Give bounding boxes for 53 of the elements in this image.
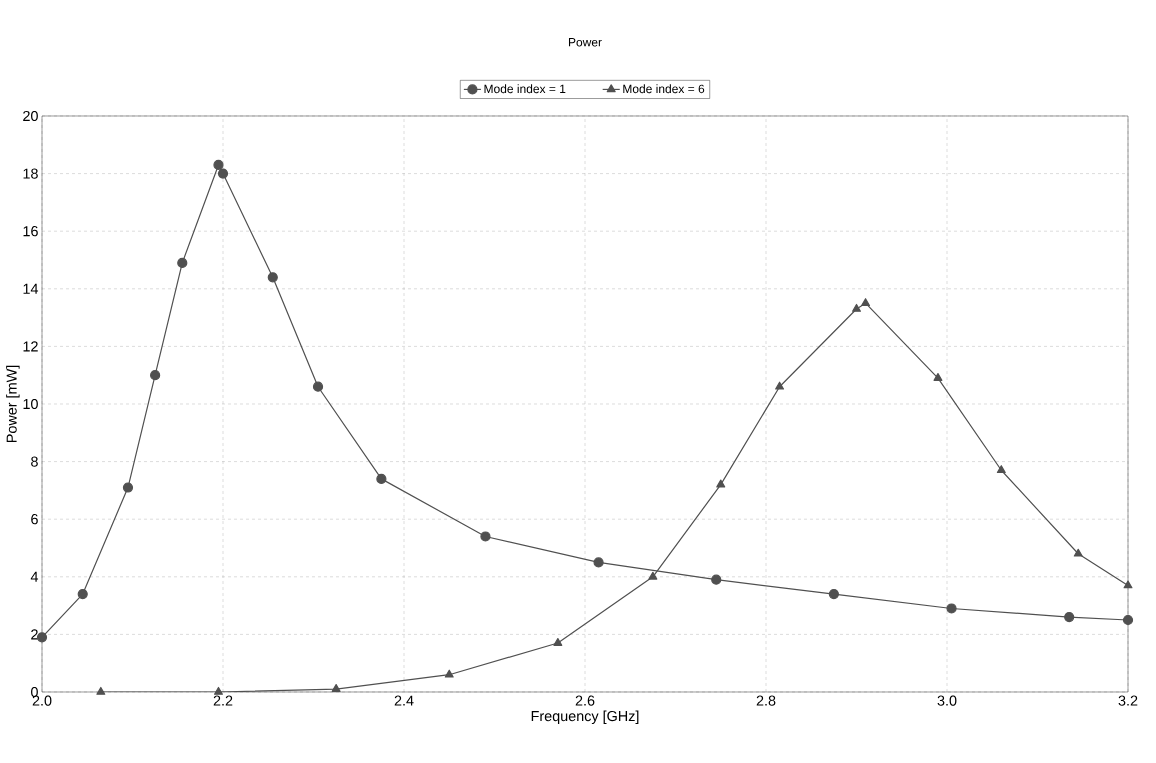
point: [150, 370, 161, 381]
point: [1064, 612, 1075, 623]
point: [852, 303, 862, 312]
point: [648, 571, 658, 580]
x-axis-title: Frequency [GHz]: [531, 710, 639, 725]
point: [480, 531, 491, 542]
x-tick-label: 2.8: [756, 695, 776, 706]
chart-title: Power: [568, 38, 602, 47]
y-tick-label: 6: [31, 514, 38, 525]
x-tick-label: 3.2: [1118, 695, 1138, 706]
y-tick-label: 12: [23, 341, 38, 352]
point: [828, 588, 839, 600]
y-tick-label: 0: [31, 686, 38, 698]
point: [331, 684, 341, 692]
y-axis-title: Power [mW]: [6, 365, 20, 443]
point: [444, 669, 454, 678]
point: [1122, 614, 1134, 626]
point: [933, 372, 943, 381]
point: [593, 557, 604, 568]
point: [77, 588, 88, 600]
point: [217, 168, 229, 179]
point: [177, 257, 188, 268]
x-tick-label: 2.4: [394, 695, 414, 706]
y-tick-label: 4: [30, 571, 39, 582]
y-tick-label: 14: [23, 283, 39, 294]
y-tick-label: 16: [23, 226, 38, 237]
point: [312, 381, 324, 392]
point: [1073, 548, 1083, 557]
point: [775, 381, 785, 390]
x-tick-label: 2.2: [213, 695, 233, 706]
point: [711, 574, 722, 585]
legend-label: Mode index = 6: [623, 84, 705, 94]
point: [1123, 580, 1133, 589]
x-tick-label: 3.0: [937, 695, 957, 706]
y-tick-label: 20: [23, 110, 38, 122]
point: [716, 479, 726, 488]
y-tick-label: 2: [31, 629, 38, 640]
y-tick-label: 8: [31, 456, 38, 467]
point: [553, 637, 563, 646]
point: [996, 465, 1006, 474]
y-tick-label: 18: [23, 168, 38, 179]
point: [96, 686, 106, 695]
point: [213, 159, 224, 171]
point: [861, 298, 871, 307]
point: [946, 603, 957, 614]
point: [267, 272, 278, 283]
legend-label: Mode index = 1: [484, 84, 566, 94]
x-tick-label: 2.6: [575, 695, 595, 706]
point: [122, 482, 134, 493]
y-tick-label: 10: [23, 398, 38, 410]
point: [376, 473, 387, 484]
x-tick-label: 2.0: [32, 695, 52, 706]
point: [213, 686, 223, 695]
